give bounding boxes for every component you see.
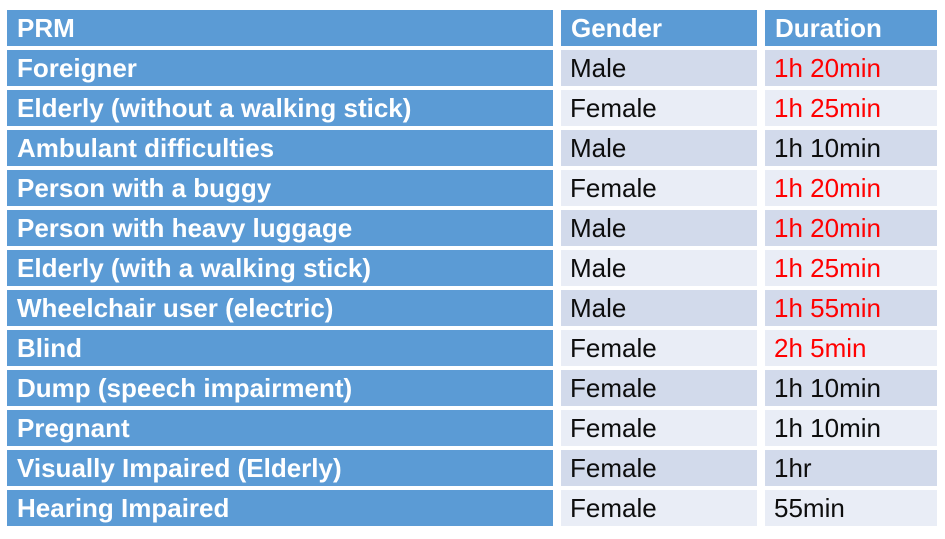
row-label-prm: Wheelchair user (electric) (7, 290, 553, 326)
cell-duration: 1h 25min (765, 90, 937, 126)
cell-gender: Female (561, 450, 757, 486)
cell-gender: Female (561, 410, 757, 446)
cell-gender: Female (561, 90, 757, 126)
row-label-prm: Person with heavy luggage (7, 210, 553, 246)
cell-duration: 1h 55min (765, 290, 937, 326)
table-grid: PRM Gender Duration Foreigner Male 1h 20mi… (7, 10, 937, 526)
cell-duration: 1hr (765, 450, 937, 486)
cell-duration: 55min (765, 490, 937, 526)
row-label-prm: Blind (7, 330, 553, 366)
cell-gender: Male (561, 130, 757, 166)
cell-duration: 1h 20min (765, 210, 937, 246)
cell-gender: Female (561, 370, 757, 406)
column-header-prm: PRM (7, 10, 553, 46)
row-label-prm: Visually Impaired (Elderly) (7, 450, 553, 486)
cell-duration: 1h 20min (765, 170, 937, 206)
row-label-prm: Person with a buggy (7, 170, 553, 206)
cell-gender: Male (561, 50, 757, 86)
cell-gender: Female (561, 170, 757, 206)
row-label-prm: Ambulant difficulties (7, 130, 553, 166)
cell-gender: Female (561, 330, 757, 366)
row-label-prm: Foreigner (7, 50, 553, 86)
cell-gender: Male (561, 250, 757, 286)
row-label-prm: Elderly (without a walking stick) (7, 90, 553, 126)
cell-duration: 1h 25min (765, 250, 937, 286)
cell-gender: Female (561, 490, 757, 526)
row-label-prm: Pregnant (7, 410, 553, 446)
column-header-gender: Gender (561, 10, 757, 46)
cell-duration: 1h 10min (765, 130, 937, 166)
row-label-prm: Elderly (with a walking stick) (7, 250, 553, 286)
cell-gender: Male (561, 210, 757, 246)
cell-duration: 1h 20min (765, 50, 937, 86)
cell-duration: 1h 10min (765, 410, 937, 446)
row-label-prm: Hearing Impaired (7, 490, 553, 526)
cell-duration: 1h 10min (765, 370, 937, 406)
row-label-prm: Dump (speech impairment) (7, 370, 553, 406)
cell-gender: Male (561, 290, 757, 326)
cell-duration: 2h 5min (765, 330, 937, 366)
column-header-duration: Duration (765, 10, 937, 46)
